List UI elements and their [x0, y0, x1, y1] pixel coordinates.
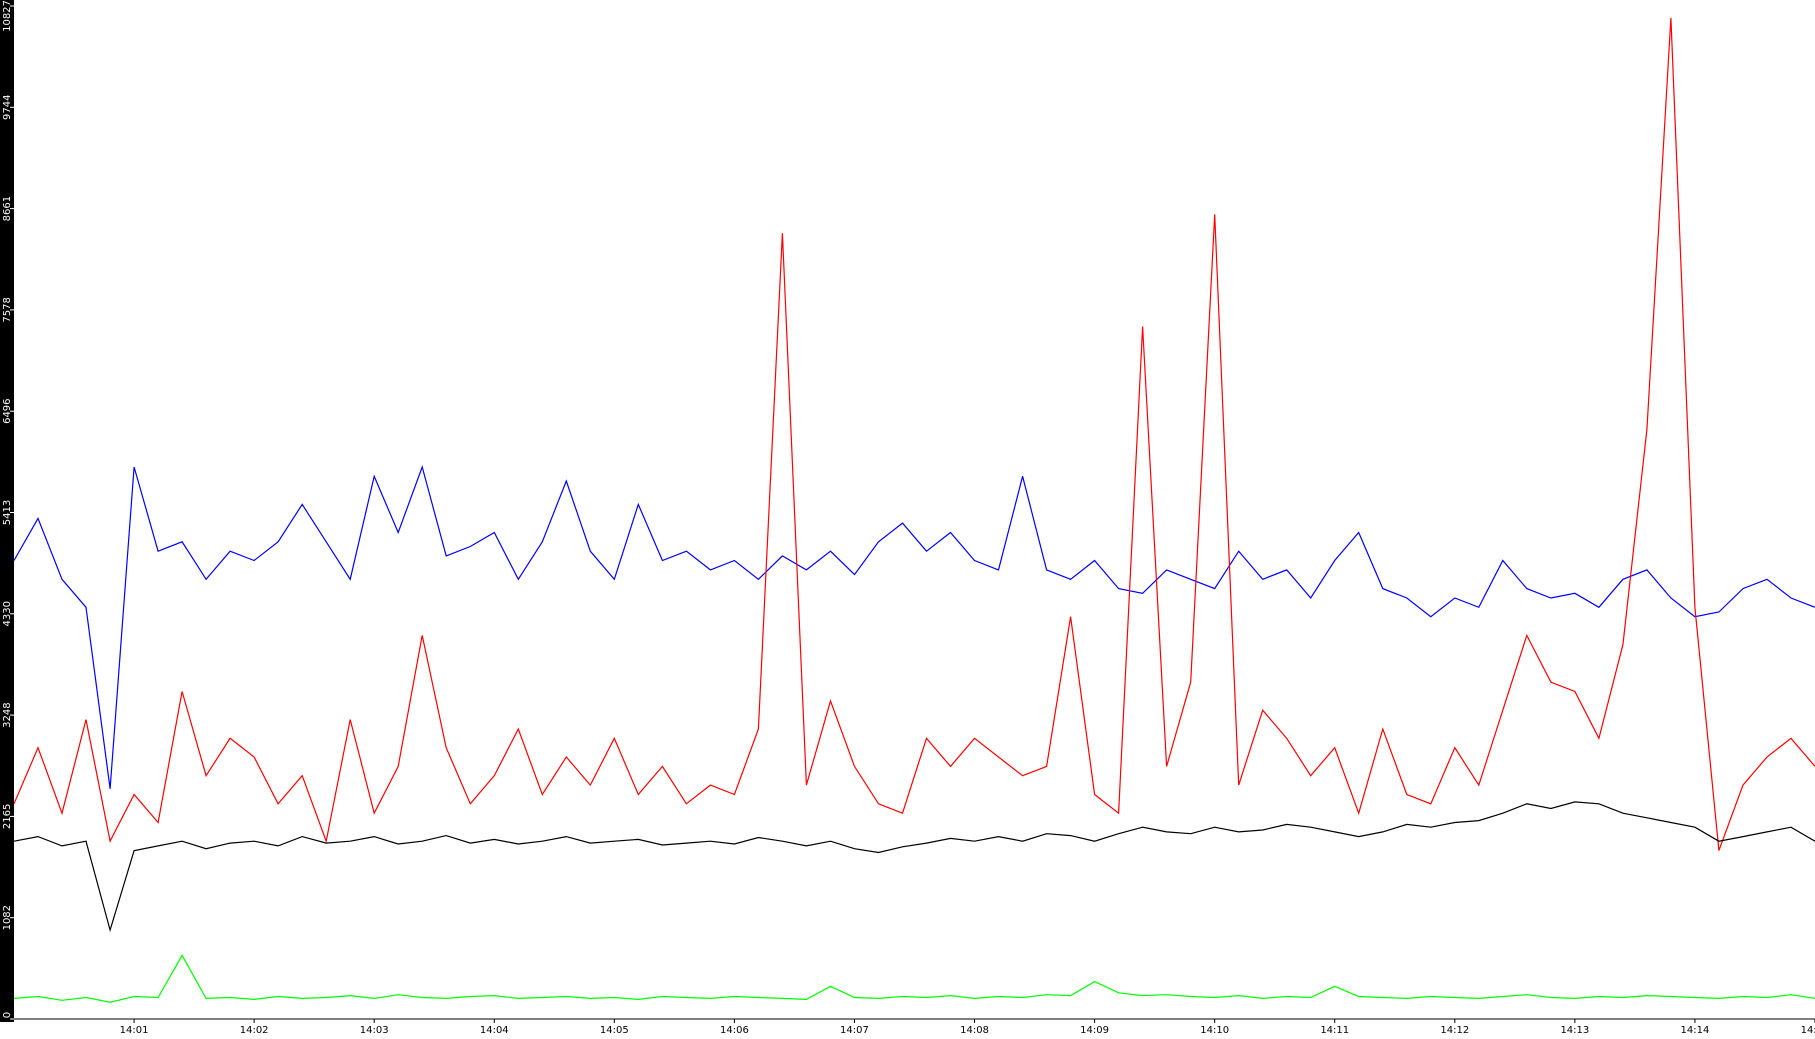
x-tick-label: 14:12 — [1440, 1025, 1469, 1036]
y-tick-label: 0 — [2, 1012, 13, 1018]
y-tick-label: 8661 — [2, 196, 13, 221]
y-tick-label: 3248 — [2, 702, 13, 727]
series-line — [13, 17, 1815, 851]
series-line — [13, 954, 1815, 1003]
x-tick-label: 14:07 — [840, 1025, 869, 1036]
y-tick-label: 4330 — [2, 601, 13, 626]
x-tick-label: 14:08 — [960, 1025, 989, 1036]
y-tick-label: 9744 — [2, 95, 13, 120]
x-tick-label: 14:03 — [360, 1025, 389, 1036]
x-tick-label: 14:13 — [1560, 1025, 1589, 1036]
x-tick-label: 14:10 — [1200, 1025, 1229, 1036]
y-tick-label: 5413 — [2, 500, 13, 525]
series-line — [13, 801, 1815, 933]
x-tick-label: 14:06 — [720, 1025, 749, 1036]
x-tick-label: 14:01 — [120, 1025, 149, 1036]
x-tick-label: 14:15 — [1801, 1025, 1815, 1036]
y-axis-strip — [0, 0, 14, 1022]
x-tick-label: 14:09 — [1080, 1025, 1109, 1036]
y-tick-label: 1082 — [2, 905, 13, 930]
x-tick-label: 14:02 — [240, 1025, 269, 1036]
x-tick-label: 14:04 — [480, 1025, 509, 1036]
series-line — [13, 465, 1815, 789]
x-tick-label: 14:11 — [1320, 1025, 1349, 1036]
y-tick-label: 2165 — [2, 804, 13, 829]
y-tick-label: 7578 — [2, 297, 13, 322]
x-tick-label: 14:05 — [600, 1025, 629, 1036]
y-tick-label: 10827 — [2, 0, 13, 32]
y-tick-label: 6496 — [2, 398, 13, 423]
x-tick-label: 14:14 — [1681, 1025, 1710, 1036]
